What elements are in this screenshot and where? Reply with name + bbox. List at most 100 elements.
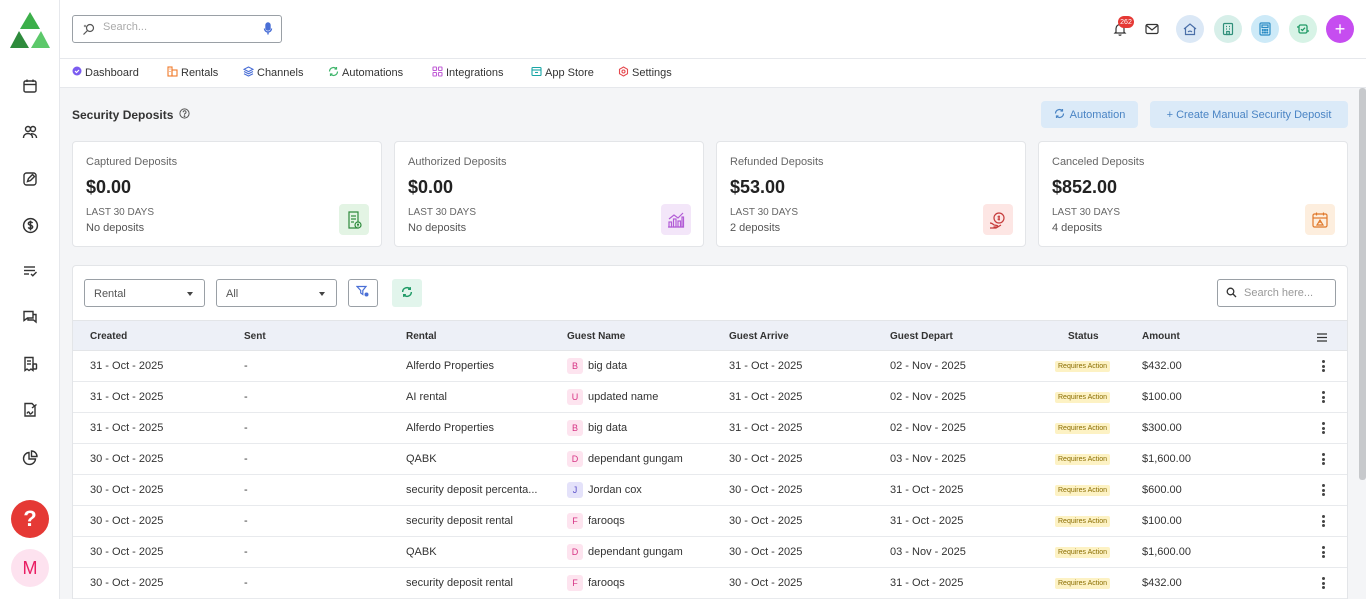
cell-depart: 02 - Nov - 2025 xyxy=(890,360,966,372)
row-actions-kebab-icon[interactable] xyxy=(1319,483,1327,497)
calendar-icon[interactable] xyxy=(18,74,42,98)
column-menu-icon[interactable] xyxy=(1317,331,1327,345)
automation-button[interactable]: Automation xyxy=(1041,101,1138,128)
row-actions-kebab-icon[interactable] xyxy=(1319,390,1327,404)
menu-item-channels[interactable]: Channels xyxy=(242,66,303,80)
filter-icon xyxy=(355,285,370,301)
global-search[interactable] xyxy=(72,15,282,43)
column-guest-arrive[interactable]: Guest Arrive xyxy=(729,331,789,342)
row-actions-kebab-icon[interactable] xyxy=(1319,514,1327,528)
table-row[interactable]: 30 - Oct - 2025 - security deposit percent… xyxy=(73,475,1347,506)
cell-created: 30 - Oct - 2025 xyxy=(90,515,164,527)
table-search-input[interactable] xyxy=(1244,287,1332,299)
plus-icon[interactable]: + xyxy=(1326,15,1354,43)
cell-rental: security deposit percenta... xyxy=(406,484,538,496)
info-icon[interactable] xyxy=(179,108,190,122)
cell-rental: security deposit rental xyxy=(406,515,513,527)
status-badge: Requires Action xyxy=(1055,547,1111,558)
dashboard-icon xyxy=(72,66,82,79)
menu-item-dashboard[interactable]: Dashboard xyxy=(72,66,139,79)
cell-arrive: 31 - Oct - 2025 xyxy=(729,422,803,434)
row-actions-kebab-icon[interactable] xyxy=(1319,576,1327,590)
cell-amount: $100.00 xyxy=(1142,515,1182,527)
cell-rental: QABK xyxy=(406,453,437,465)
cell-arrive: 30 - Oct - 2025 xyxy=(729,577,803,589)
rental-filter-select[interactable]: Rental xyxy=(84,279,205,307)
building-icon[interactable] xyxy=(1214,15,1242,43)
row-actions-kebab-icon[interactable] xyxy=(1319,421,1327,435)
column-status[interactable]: Status xyxy=(1068,331,1099,342)
guest-initial-avatar: D xyxy=(567,544,583,560)
global-search-input[interactable] xyxy=(103,21,253,33)
growth-chart-icon xyxy=(661,204,691,235)
filter-settings-button[interactable] xyxy=(348,279,378,307)
receipt-list-icon[interactable] xyxy=(18,352,42,376)
home-wifi-icon[interactable] xyxy=(1176,15,1204,43)
status-filter-select[interactable]: All xyxy=(216,279,337,307)
cancel-calendar-icon xyxy=(1305,204,1335,235)
create-security-deposit-button[interactable]: + Create Manual Security Deposit xyxy=(1150,101,1348,128)
canceled-deposits-card: Canceled Deposits $852.00 LAST 30 DAYS 4… xyxy=(1038,141,1348,247)
guest-initial-avatar: J xyxy=(567,482,583,498)
column-amount[interactable]: Amount xyxy=(1142,331,1180,342)
status-badge: Requires Action xyxy=(1055,485,1111,496)
row-actions-kebab-icon[interactable] xyxy=(1319,452,1327,466)
status-badge: Requires Action xyxy=(1055,516,1111,527)
menu-item-app-store[interactable]: App Store xyxy=(531,66,594,80)
cell-sent: - xyxy=(244,484,248,496)
column-rental[interactable]: Rental xyxy=(406,331,437,342)
rentals-icon xyxy=(167,66,178,80)
table-row[interactable]: 30 - Oct - 2025 - security deposit rental F… xyxy=(73,506,1347,537)
app-logo[interactable] xyxy=(10,12,50,48)
guest-name: big data xyxy=(588,421,628,434)
captured-deposits-card: Captured Deposits $0.00 LAST 30 DAYS No … xyxy=(72,141,382,247)
user-avatar[interactable]: M xyxy=(11,549,49,587)
column-guest-depart[interactable]: Guest Depart xyxy=(890,331,953,342)
row-actions-kebab-icon[interactable] xyxy=(1319,545,1327,559)
menu-item-rentals[interactable]: Rentals xyxy=(167,66,218,80)
guest-name: dependant gungam xyxy=(588,545,683,558)
cell-created: 30 - Oct - 2025 xyxy=(90,484,164,496)
calculator-icon[interactable] xyxy=(1251,15,1279,43)
help-button[interactable]: ? xyxy=(11,500,49,538)
tasks-icon[interactable] xyxy=(18,259,42,283)
table-header: Created Sent Rental Guest Name Guest Arr… xyxy=(73,320,1347,351)
table-search[interactable] xyxy=(1217,279,1336,307)
cell-rental: QABK xyxy=(406,546,437,558)
cell-amount: $1,600.00 xyxy=(1142,453,1191,465)
guest-name: big data xyxy=(588,359,628,372)
page-scrollbar[interactable] xyxy=(1359,88,1366,480)
cell-amount: $1,600.00 xyxy=(1142,546,1191,558)
cell-amount: $300.00 xyxy=(1142,422,1182,434)
edit-icon[interactable] xyxy=(18,167,42,191)
automations-icon xyxy=(328,66,339,80)
table-row[interactable]: 30 - Oct - 2025 - security deposit rental F… xyxy=(73,568,1347,599)
status-badge: Requires Action xyxy=(1055,423,1111,434)
menu-item-integrations[interactable]: Integrations xyxy=(432,66,503,80)
row-actions-kebab-icon[interactable] xyxy=(1319,359,1327,373)
chat-icon[interactable] xyxy=(18,305,42,329)
cell-created: 30 - Oct - 2025 xyxy=(90,453,164,465)
pie-chart-icon[interactable] xyxy=(18,446,42,470)
guest-name: Jordan cox xyxy=(588,483,642,496)
column-created[interactable]: Created xyxy=(90,331,128,342)
cell-depart: 02 - Nov - 2025 xyxy=(890,391,966,403)
dollar-icon[interactable] xyxy=(18,213,42,237)
cell-created: 31 - Oct - 2025 xyxy=(90,360,164,372)
column-guest-name[interactable]: Guest Name xyxy=(567,331,626,342)
users-icon[interactable] xyxy=(18,120,42,144)
sync-icon[interactable] xyxy=(1289,15,1317,43)
signature-icon[interactable] xyxy=(18,398,42,422)
column-sent[interactable]: Sent xyxy=(244,331,266,342)
microphone-icon[interactable] xyxy=(263,22,273,39)
refresh-button[interactable] xyxy=(392,279,422,307)
menu-item-settings[interactable]: Settings xyxy=(618,66,672,80)
mail-icon[interactable] xyxy=(1138,15,1166,43)
menu-item-automations[interactable]: Automations xyxy=(328,66,403,80)
status-badge: Requires Action xyxy=(1055,578,1111,589)
